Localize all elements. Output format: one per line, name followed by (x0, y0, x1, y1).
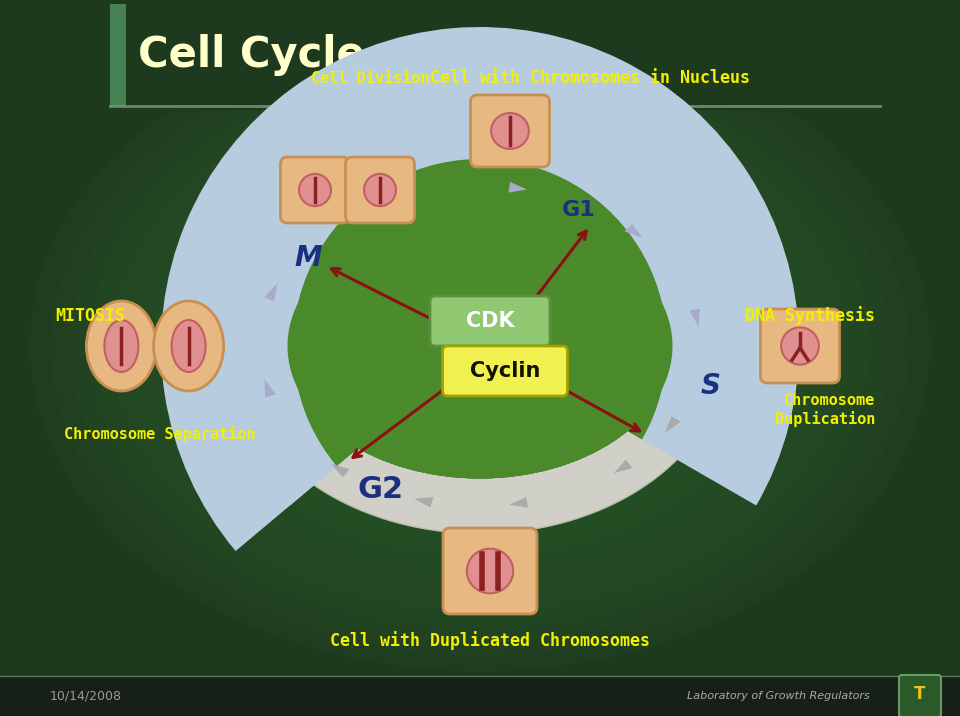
Text: Cell with Chromosomes in Nucleus: Cell with Chromosomes in Nucleus (430, 69, 750, 87)
Polygon shape (624, 224, 643, 238)
Polygon shape (509, 497, 528, 508)
Text: T: T (914, 685, 925, 703)
Text: G2: G2 (358, 475, 404, 505)
Ellipse shape (287, 213, 673, 478)
Ellipse shape (328, 242, 632, 450)
Bar (0, 676, 960, 716)
Ellipse shape (467, 548, 514, 594)
Text: G1: G1 (563, 200, 596, 220)
Polygon shape (331, 464, 349, 478)
Polygon shape (264, 284, 277, 301)
Ellipse shape (781, 327, 819, 364)
Text: Cell Division: Cell Division (311, 70, 429, 85)
Ellipse shape (172, 320, 205, 372)
Ellipse shape (70, 50, 890, 642)
Ellipse shape (492, 113, 529, 149)
Ellipse shape (232, 158, 728, 533)
Ellipse shape (30, 21, 930, 671)
Wedge shape (230, 97, 730, 506)
Bar (110, 4, 126, 106)
Polygon shape (359, 204, 378, 216)
Text: Laboratory of Growth Regulators: Laboratory of Growth Regulators (687, 691, 870, 701)
Text: DNA Synthesis: DNA Synthesis (745, 306, 875, 326)
Ellipse shape (290, 216, 670, 477)
Ellipse shape (90, 64, 870, 627)
Text: Chromosome Separation: Chromosome Separation (64, 426, 255, 442)
Polygon shape (509, 182, 527, 193)
Text: Cyclin: Cyclin (469, 361, 540, 381)
Polygon shape (414, 497, 433, 508)
Ellipse shape (50, 36, 910, 657)
FancyBboxPatch shape (443, 346, 567, 396)
Ellipse shape (232, 158, 728, 533)
FancyBboxPatch shape (470, 95, 549, 167)
Ellipse shape (307, 227, 653, 465)
Text: MITOSIS: MITOSIS (55, 307, 125, 325)
Ellipse shape (287, 213, 673, 478)
Text: Cell Cycle: Cell Cycle (138, 34, 365, 76)
FancyBboxPatch shape (430, 296, 550, 346)
Bar (0, 0, 960, 110)
Ellipse shape (154, 301, 224, 391)
FancyBboxPatch shape (760, 309, 839, 383)
Polygon shape (613, 460, 633, 473)
Text: M: M (295, 244, 323, 272)
Text: S: S (701, 372, 721, 400)
Wedge shape (161, 27, 799, 551)
Wedge shape (293, 159, 667, 466)
Text: CDK: CDK (466, 311, 515, 331)
FancyBboxPatch shape (280, 157, 349, 223)
Polygon shape (689, 309, 700, 327)
FancyBboxPatch shape (346, 157, 415, 223)
Text: Cell with Duplicated Chromosomes: Cell with Duplicated Chromosomes (330, 632, 650, 651)
FancyBboxPatch shape (899, 675, 941, 716)
Ellipse shape (86, 301, 156, 391)
Ellipse shape (350, 257, 610, 435)
Ellipse shape (300, 174, 331, 206)
Ellipse shape (287, 213, 673, 478)
Ellipse shape (105, 320, 138, 372)
FancyBboxPatch shape (443, 528, 537, 614)
Polygon shape (264, 379, 276, 397)
Text: 10/14/2008: 10/14/2008 (50, 690, 122, 702)
Ellipse shape (364, 174, 396, 206)
Polygon shape (665, 416, 681, 433)
Text: Chromosome
Duplication: Chromosome Duplication (775, 393, 875, 427)
